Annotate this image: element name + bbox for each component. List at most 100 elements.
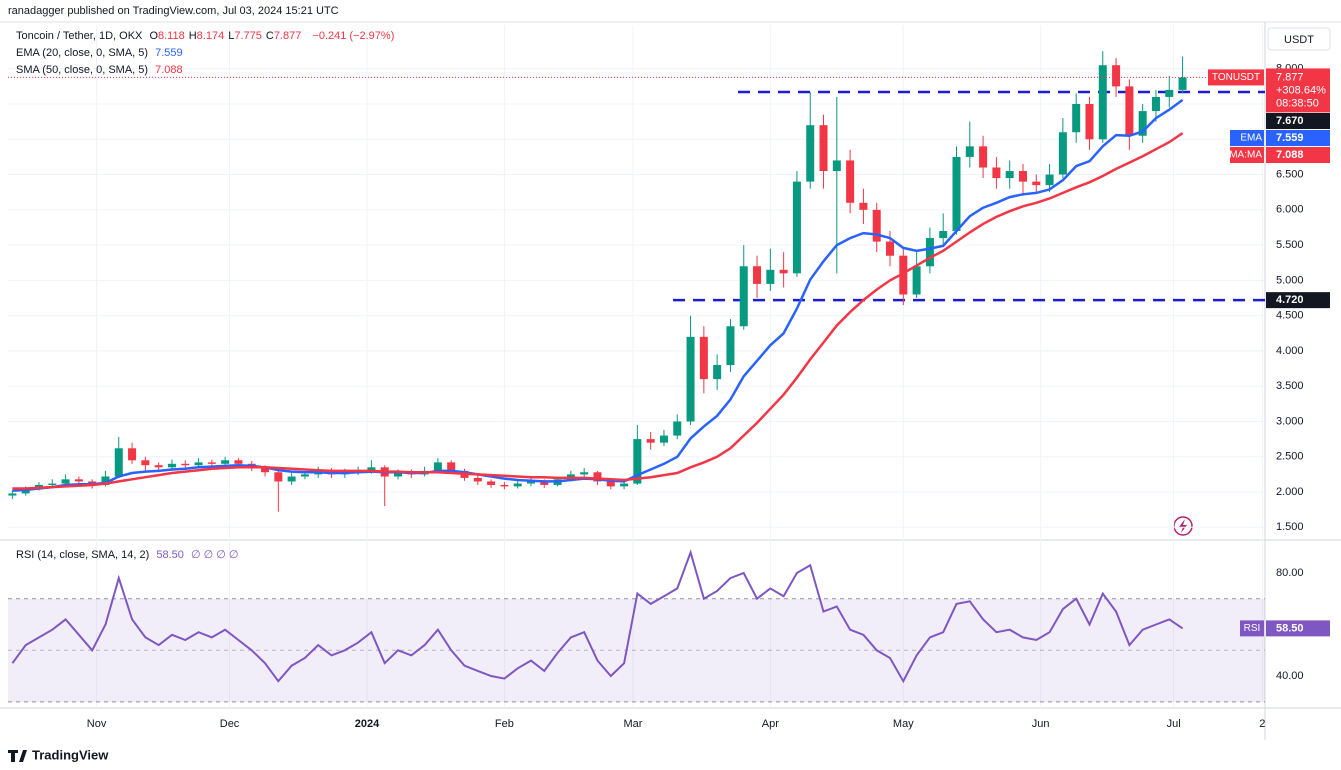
- candle-body: [673, 421, 682, 436]
- candle-body: [1125, 86, 1134, 136]
- candle-body: [1138, 111, 1147, 136]
- candle-body: [726, 326, 735, 366]
- legend-sma-name: SMA (50, close, 0, SMA, 5): [16, 64, 149, 76]
- candle-body: [128, 448, 137, 461]
- y-tick-label: 4.500: [1276, 310, 1304, 322]
- rsi-line: [11, 549, 1184, 684]
- legend-symbol: Toncoin / Tether, 1D, OKX: [16, 30, 143, 42]
- candle-body: [886, 241, 895, 256]
- candle-body: [394, 472, 403, 477]
- legend-ema-value: 7.559: [155, 47, 183, 59]
- candle-body: [832, 160, 841, 172]
- candle-body: [1032, 181, 1041, 186]
- level-tag: [1266, 113, 1330, 129]
- level-tag: [1266, 292, 1330, 309]
- legend-ohlc-key: L: [228, 30, 235, 42]
- candle-body: [74, 479, 83, 482]
- candle-body: [739, 266, 748, 327]
- ma-tag-value: 7.088: [1276, 149, 1304, 161]
- candle-body: [699, 336, 708, 380]
- candle-body: [141, 460, 150, 466]
- candle-body: [1165, 89, 1174, 97]
- candle-body: [181, 463, 190, 466]
- legend-rsi-extra: ∅ ∅ ∅ ∅: [190, 549, 239, 561]
- candle-body: [792, 181, 801, 274]
- price-tag: [1266, 68, 1330, 113]
- candle-body: [300, 474, 309, 477]
- rsi-band: [8, 598, 1265, 702]
- candle-body: [1085, 104, 1094, 140]
- price-tag-countdown: 08:38:50: [1276, 97, 1319, 109]
- legend-ema-name: EMA (20, close, 0, SMA, 5): [16, 47, 149, 59]
- candle-body: [500, 484, 509, 487]
- y-tick-label: 2.000: [1276, 486, 1304, 498]
- candle-body: [167, 463, 176, 468]
- price-tag-value: 7.877: [1276, 71, 1304, 83]
- candle-body: [1045, 174, 1054, 186]
- unit-box[interactable]: [1267, 27, 1331, 51]
- x-tick-label: 2: [1259, 718, 1265, 730]
- y-tick-label: 5.500: [1276, 239, 1304, 251]
- candle-body: [952, 156, 961, 231]
- candle-body: [154, 465, 163, 468]
- candle-body: [593, 472, 602, 482]
- symbol-tag: [1208, 69, 1264, 86]
- candle-body: [939, 231, 948, 239]
- ma-tag-bg: [1266, 147, 1330, 163]
- x-tick-label: Feb: [495, 718, 514, 730]
- candle-body: [367, 467, 376, 471]
- legend-ohlc-value: 7.877: [273, 30, 302, 42]
- legend-change: −0.241 (−2.97%): [312, 30, 395, 42]
- candle-body: [261, 467, 270, 473]
- candle-body: [207, 462, 216, 464]
- candle-body: [620, 483, 629, 487]
- candle-body: [221, 460, 230, 464]
- x-tick-label: Apr: [762, 718, 779, 730]
- candle-body: [659, 435, 668, 443]
- legend-rsi: RSI (14, close, SMA, 14, 2) 58.50 ∅ ∅ ∅ …: [16, 548, 242, 561]
- legend-sma: SMA (50, close, 0, SMA, 5) 7.088: [16, 64, 187, 76]
- legend-ohlc: O8.118 H8.174 L7.775 C7.877: [149, 30, 305, 42]
- candle-body: [979, 146, 988, 168]
- lightning-icon[interactable]: [1173, 516, 1193, 536]
- candle-body: [899, 255, 908, 295]
- footer-brand: TradingView: [32, 747, 109, 762]
- candle-body: [61, 479, 70, 484]
- candle-body: [513, 483, 522, 487]
- legend-main: Toncoin / Tether, 1D, OKX O8.118 H8.174 L7…: [16, 30, 398, 42]
- legend-ohlc-key: O: [149, 30, 158, 42]
- candle-body: [992, 167, 1001, 179]
- candle-body: [753, 266, 762, 284]
- candle-body: [872, 209, 881, 242]
- grid: [8, 25, 1265, 708]
- ma-tag-name: SMA:MA: [1223, 150, 1263, 161]
- tradingview-logo[interactable]: [8, 750, 27, 762]
- rsi-tag-name-bg: [1240, 620, 1264, 637]
- ma-line: [12, 132, 1184, 490]
- candle-body: [1005, 171, 1014, 179]
- x-tick-label: Nov: [87, 718, 107, 730]
- unit-label: USDT: [1284, 34, 1314, 46]
- legend-ohlc-value: 8.118: [158, 30, 185, 42]
- candle-body: [633, 439, 642, 484]
- y-tick-label: 6.500: [1276, 168, 1304, 180]
- candle-body: [580, 472, 589, 475]
- legend-ohlc-value: 7.775: [234, 30, 262, 42]
- legend-rsi-name: RSI (14, close, SMA, 14, 2): [16, 549, 150, 561]
- x-tick-label: May: [893, 718, 914, 730]
- header: ranadagger published on TradingView.com,…: [8, 5, 339, 17]
- legend-ohlc-key: C: [265, 30, 274, 42]
- rsi-tag-value: 58.50: [1276, 622, 1304, 634]
- candle-body: [766, 269, 775, 284]
- candle-body: [1058, 132, 1067, 175]
- y-tick-label: 6.000: [1276, 204, 1304, 216]
- x-tick-label: Jun: [1032, 718, 1050, 730]
- legend-ohlc-value: 8.174: [196, 30, 225, 42]
- x-tick-label: Jul: [1167, 718, 1181, 730]
- ma-tag-name: EMA: [1240, 133, 1262, 144]
- legend-sma-value: 7.088: [155, 64, 183, 76]
- y-tick-label: 1.500: [1276, 521, 1304, 533]
- candle-body: [646, 439, 655, 443]
